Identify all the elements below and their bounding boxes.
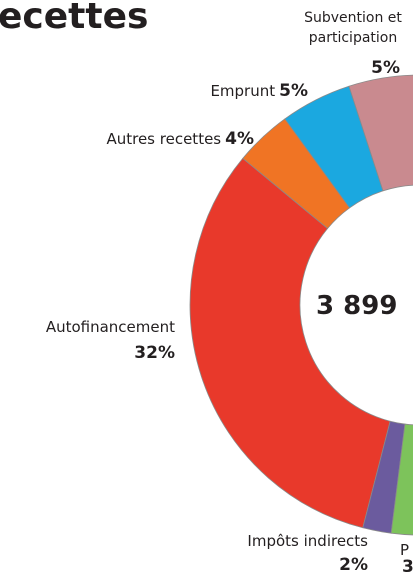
slice-label: Subvention et participation [304,10,402,46]
slice-label: Autofinancement [46,318,175,336]
slice-label-name: Autres recettes [106,130,221,148]
chart-title: ecettes [0,0,148,37]
slice [189,157,391,529]
slice-value: 4% [225,129,254,149]
slice-label-name: Emprunt [210,82,275,100]
cropped-value: 3 [402,557,413,574]
slice-value: 5% [279,81,308,101]
donut [189,74,413,536]
slice-label: Impôts indirects [247,532,368,550]
slice-label: Autres recettes 4% [106,129,254,149]
center-label: 3 899 [316,291,397,321]
slice-value: 2% [339,555,368,574]
cropped-label: P [400,541,409,559]
slice-label-wrap: Subvention et participation [304,10,402,46]
slice-label: Emprunt 5% [210,81,308,101]
cropped-slice [390,423,413,536]
slice-value: 32% [134,343,175,363]
slice-value: 5% [371,58,400,78]
